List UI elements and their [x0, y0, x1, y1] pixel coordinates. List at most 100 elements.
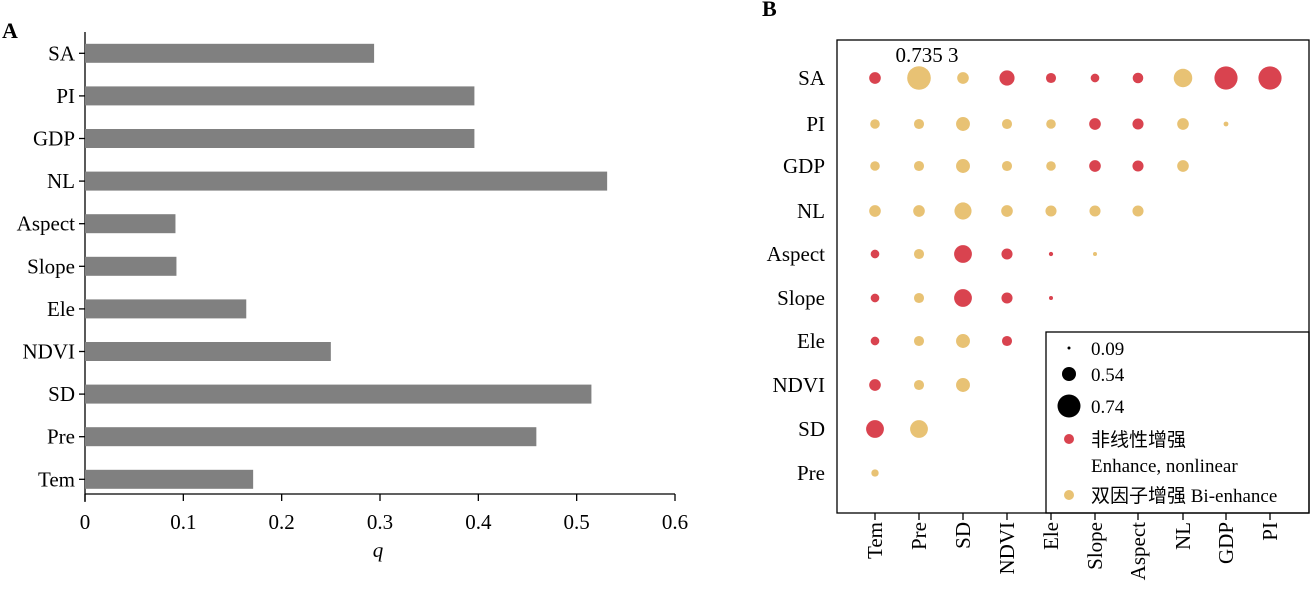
row-label-sa: SA: [798, 66, 826, 90]
bubble-pi-gdp: [1223, 121, 1229, 127]
bubble-gdp-ele: [1046, 161, 1056, 171]
legend-size-marker: [1062, 367, 1076, 381]
bar-sd: [85, 384, 592, 404]
panel-b-label: B: [762, 0, 777, 21]
x-tick-label: 0.1: [170, 510, 196, 534]
bubble-ndvi-sd: [956, 378, 970, 392]
column-label-slope: Slope: [1083, 522, 1107, 570]
bubble-pi-nl: [1177, 118, 1189, 130]
row-label-pre: Pre: [797, 461, 825, 485]
row-label-slope: Slope: [777, 286, 825, 310]
y-tick-label-pre: Pre: [47, 425, 75, 449]
bubble-slope-tem: [870, 293, 880, 303]
bubble-pi-aspect: [1132, 118, 1144, 130]
bubble-nl-aspect: [1132, 205, 1144, 217]
y-tick-label-nl: NL: [47, 169, 75, 193]
legend-size-label: 0.74: [1091, 397, 1125, 418]
bubble-aspect-ndvi: [1001, 248, 1013, 260]
column-label-sd: SD: [951, 522, 975, 549]
column-label-ndvi: NDVI: [995, 522, 1019, 575]
legend-nonlinear-marker: [1064, 434, 1074, 444]
bubble-ndvi-pre: [913, 379, 925, 391]
bubble-sa-tem: [869, 72, 881, 84]
bar-sa: [85, 43, 375, 63]
bar-pre: [85, 427, 537, 447]
bubble-gdp-nl: [1177, 160, 1189, 172]
y-tick-label-slope: Slope: [27, 254, 75, 278]
bubble-gdp-pre: [913, 160, 925, 172]
bar-tem: [85, 469, 254, 489]
bar-nl: [85, 171, 608, 191]
bubble-sa-slope: [1090, 73, 1100, 83]
y-tick-label-pi: PI: [56, 84, 75, 108]
bubble-sa-ndvi: [999, 70, 1015, 86]
y-tick-label-gdp: GDP: [33, 127, 75, 151]
panel-a-label: A: [2, 18, 18, 43]
row-label-aspect: Aspect: [767, 242, 825, 266]
bubble-pi-ndvi: [1001, 118, 1013, 130]
bubble-slope-pre: [913, 292, 925, 304]
column-label-gdp: GDP: [1214, 522, 1238, 564]
legend-nonlinear-label: 非线性增强: [1091, 429, 1186, 451]
legend-size-label: 0.54: [1091, 365, 1125, 386]
max-value-annotation: 0.735 3: [896, 43, 959, 67]
bar-gdp: [85, 129, 475, 148]
bubble-nl-sd: [954, 202, 972, 220]
row-label-pi: PI: [806, 112, 825, 136]
column-label-aspect: Aspect: [1126, 522, 1150, 580]
x-tick-label: 0.2: [269, 510, 295, 534]
bubble-gdp-ndvi: [1001, 160, 1013, 172]
bubble-pi-tem: [870, 119, 880, 129]
legend-bi-marker: [1064, 490, 1074, 500]
bubble-ele-ndvi: [1001, 335, 1013, 347]
legend-size-label: 0.09: [1091, 339, 1124, 360]
bar-ele: [85, 299, 247, 319]
legend: 0.09 0.54 0.74 非线性增强 Enhance, nonlinear 双因子增强…: [1045, 331, 1310, 514]
bar-aspect: [85, 214, 176, 234]
column-label-nl: NL: [1171, 522, 1195, 550]
y-tick-label-ndvi: NDVI: [23, 340, 76, 364]
bubble-gdp-slope: [1089, 160, 1101, 172]
bubble-pi-slope: [1089, 118, 1101, 130]
bubble-sa-pre: [907, 66, 931, 90]
bubble-ele-tem: [870, 336, 880, 346]
legend-size-marker: [1057, 394, 1081, 418]
x-tick-label: 0.4: [465, 510, 492, 534]
bubble-sa-nl: [1173, 68, 1193, 88]
column-label-tem: Tem: [863, 522, 887, 559]
bar-slope: [85, 256, 177, 276]
y-tick-label-tem: Tem: [38, 467, 75, 491]
bubble-nl-ele: [1045, 205, 1057, 217]
bubble-pi-pre: [913, 118, 925, 130]
bubble-ndvi-tem: [869, 379, 881, 391]
bubble-pre-tem: [871, 469, 879, 477]
row-label-nl: NL: [797, 199, 825, 223]
column-label-ele: Ele: [1039, 522, 1063, 550]
x-tick-label: 0.5: [564, 510, 590, 534]
bubble-sd-pre: [910, 420, 928, 438]
plot-frame: [836, 39, 1310, 514]
y-tick-label-ele: Ele: [47, 297, 75, 321]
column-label-pre: Pre: [907, 522, 931, 550]
bubble-sa-pi: [1258, 66, 1282, 90]
bubble-pi-sd: [956, 117, 970, 131]
x-tick-label: 0: [80, 510, 91, 534]
bubble-nl-slope: [1089, 205, 1101, 217]
bubble-nl-ndvi: [1001, 205, 1013, 217]
x-axis-title: q: [373, 538, 384, 562]
bubble-matrix-chart: SA PI GDP NL Aspect Slope Ele NDVI SD Pre Tem Pre SD…: [767, 39, 1310, 580]
bubble-nl-tem: [869, 205, 881, 217]
bubble-nl-pre: [913, 205, 925, 217]
bubble-slope-ndvi: [1001, 292, 1013, 304]
row-label-ele: Ele: [797, 329, 825, 353]
x-tick-label: 0.3: [367, 510, 393, 534]
legend-size-marker: [1067, 346, 1071, 350]
bubble-aspect-pre: [913, 248, 925, 260]
bar-ndvi: [85, 342, 331, 361]
bar-pi: [85, 86, 475, 106]
row-label-gdp: GDP: [783, 154, 825, 178]
legend-bi-label: 双因子增强 Bi-enhance: [1091, 485, 1277, 507]
bubble-aspect-ele: [1048, 251, 1054, 257]
